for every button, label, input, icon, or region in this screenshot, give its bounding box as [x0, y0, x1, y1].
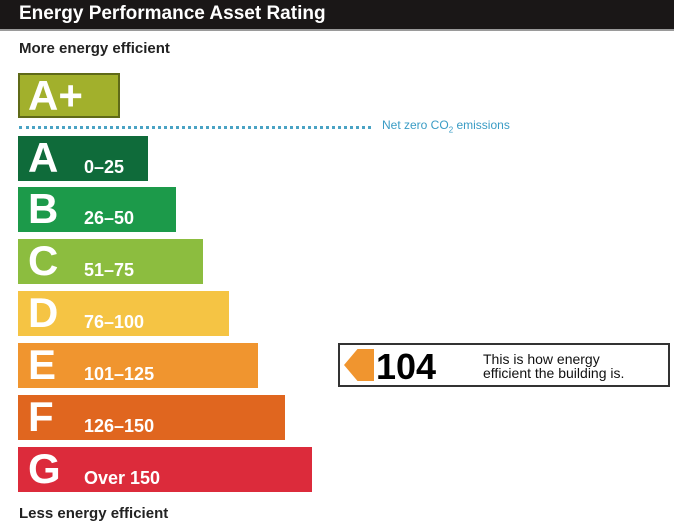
band-letter: E [28, 341, 57, 388]
net-zero-text: Net zero CO [382, 118, 449, 132]
net-zero-suffix: emissions [453, 118, 510, 132]
band-d: D 76–100 [18, 289, 229, 336]
net-zero-line [19, 126, 371, 129]
band-range: 126–150 [84, 416, 155, 436]
rating-description-line1: This is how energy [483, 351, 600, 367]
band-e: E 101–125 [18, 341, 258, 388]
band-a: A 0–25 [18, 134, 148, 181]
band-letter: C [28, 237, 59, 284]
less-efficient-label: Less energy efficient [19, 505, 169, 522]
band-c: C 51–75 [18, 237, 203, 284]
band-range: 26–50 [84, 208, 135, 228]
band-f: F 126–150 [18, 393, 285, 440]
rating-description: This is how energy efficient the building… [483, 352, 624, 380]
band-range: 51–75 [84, 260, 135, 280]
band-range: Over 150 [84, 468, 161, 488]
band-letter: G [28, 445, 61, 492]
net-zero-label: Net zero CO2 emissions [382, 118, 510, 134]
rating-indicator: 104 This is how energy efficient the buil… [338, 343, 670, 387]
arrow-left-icon [344, 349, 374, 381]
band-letter: D [28, 289, 59, 336]
band-letter: A+ [28, 72, 83, 119]
rating-value: 104 [376, 346, 437, 387]
title: Energy Performance Asset Rating [19, 3, 326, 24]
band-g: G Over 150 [18, 445, 312, 492]
header: Energy Performance Asset Rating [0, 0, 674, 31]
more-efficient-label: More energy efficient [19, 40, 170, 57]
band-range: 76–100 [84, 312, 145, 332]
rating-description-line2: efficient the building is. [483, 365, 625, 381]
band-b: B 26–50 [18, 185, 176, 232]
band-range: 101–125 [84, 364, 155, 384]
band-letter: A [28, 134, 59, 181]
net-zero-sub: 2 [448, 125, 454, 135]
band-letter: F [28, 393, 54, 440]
band-letter: B [28, 185, 59, 232]
band-a-plus: A+ [18, 72, 120, 119]
band-range: 0–25 [84, 157, 125, 177]
